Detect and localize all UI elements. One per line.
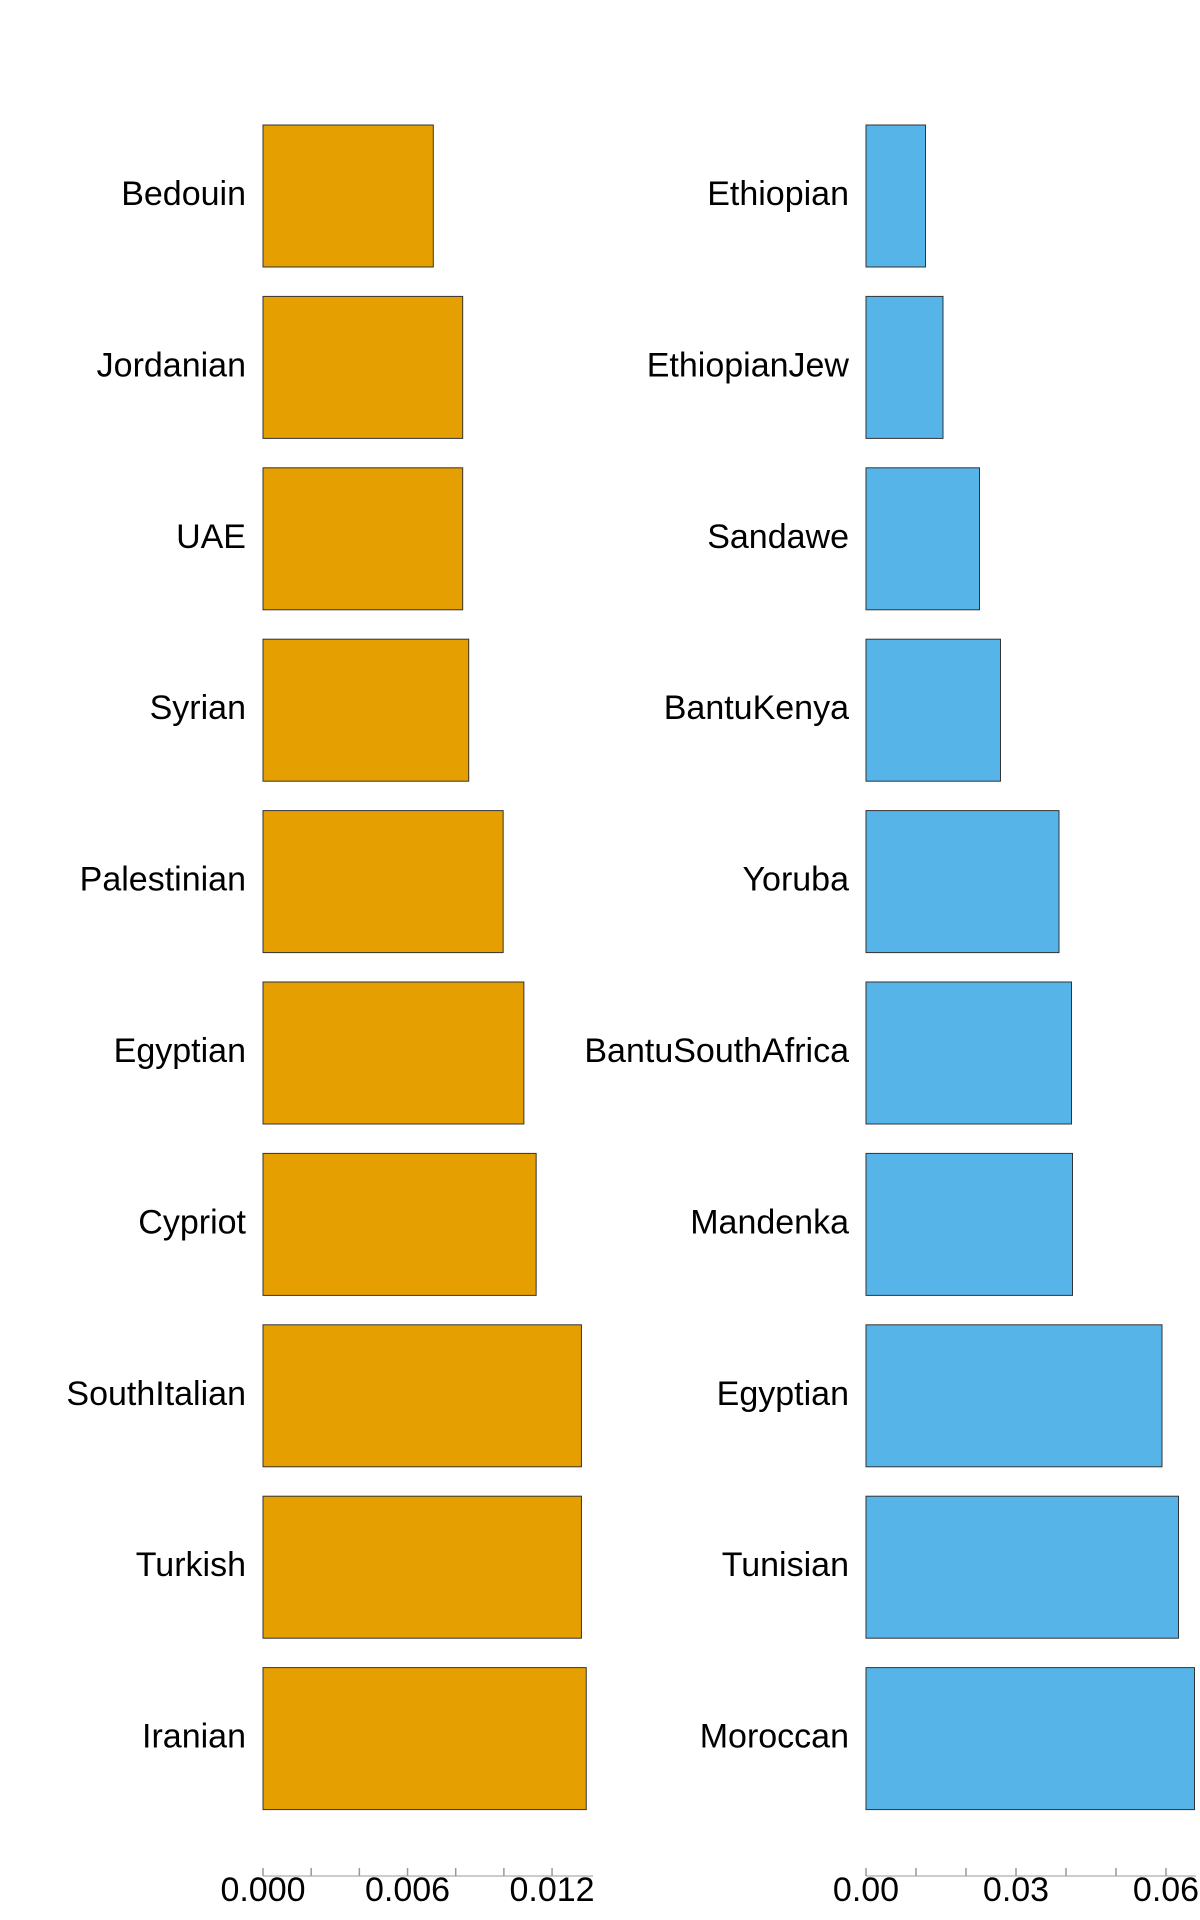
x-tick-label: 0.00	[833, 1871, 899, 1909]
bar	[262, 1667, 587, 1811]
bar	[865, 638, 1001, 782]
y-tick-label: Tunisian	[722, 1546, 849, 1584]
y-tick-label: Syrian	[150, 689, 246, 727]
x-tick-label: 0.03	[983, 1871, 1049, 1909]
bar	[865, 810, 1060, 954]
x-tick-label: 0.000	[220, 1871, 305, 1909]
bar	[865, 124, 926, 268]
y-tick-label: Bedouin	[121, 175, 246, 213]
bar	[262, 1324, 582, 1468]
x-tick-label: 0.012	[510, 1871, 595, 1909]
y-tick-label: Iranian	[142, 1718, 246, 1756]
y-tick-label: BantuSouthAfrica	[584, 1032, 849, 1070]
y-tick-label: UAE	[176, 518, 246, 556]
bar	[262, 1495, 582, 1639]
bar	[865, 295, 944, 439]
bar	[865, 981, 1072, 1125]
y-tick-label: Jordanian	[97, 346, 246, 384]
y-tick-label: SouthItalian	[66, 1375, 246, 1413]
y-tick-label: Mandenka	[690, 1203, 849, 1241]
bar	[262, 810, 504, 954]
y-tick-label: Ethiopian	[707, 175, 849, 213]
y-tick-label: Yoruba	[742, 861, 849, 899]
y-tick-label: Palestinian	[80, 861, 246, 899]
bar	[262, 638, 470, 782]
bar	[865, 467, 980, 611]
y-tick-label: Egyptian	[717, 1375, 849, 1413]
y-tick-label: Turkish	[136, 1546, 246, 1584]
y-tick-label: Sandawe	[707, 518, 849, 556]
bar	[262, 467, 464, 611]
y-tick-label: EthiopianJew	[647, 346, 850, 384]
bar	[865, 1495, 1179, 1639]
y-tick-label: Cypriot	[138, 1203, 246, 1241]
bar	[865, 1324, 1163, 1468]
bar	[262, 981, 525, 1125]
bar	[262, 1152, 537, 1296]
bar	[262, 124, 434, 268]
bar	[865, 1667, 1195, 1811]
y-tick-label: Moroccan	[700, 1718, 849, 1756]
x-tick-label: 0.006	[365, 1871, 450, 1909]
bar	[865, 1152, 1073, 1296]
x-tick-label: 0.06	[1133, 1871, 1199, 1909]
bar	[262, 295, 464, 439]
y-tick-label: BantuKenya	[664, 689, 849, 727]
y-tick-label: Egyptian	[114, 1032, 246, 1070]
